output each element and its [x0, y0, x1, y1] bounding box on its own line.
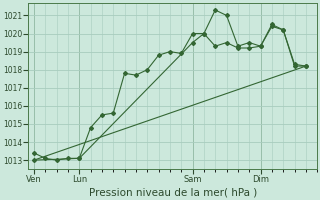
- X-axis label: Pression niveau de la mer( hPa ): Pression niveau de la mer( hPa ): [89, 187, 257, 197]
